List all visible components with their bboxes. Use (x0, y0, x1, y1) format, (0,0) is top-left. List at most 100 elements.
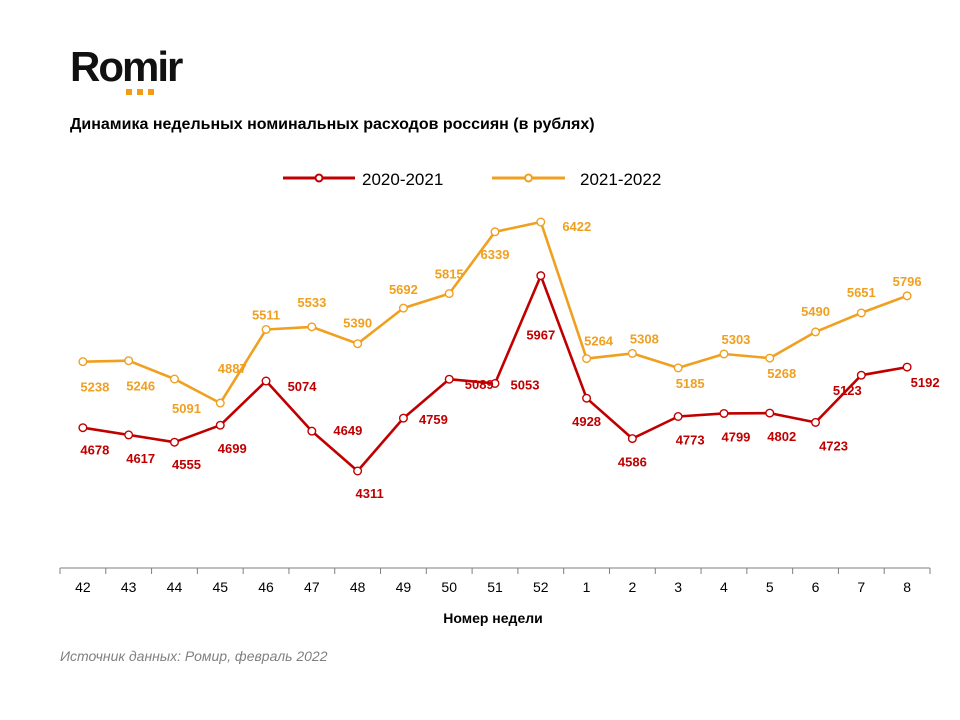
legend-entry: 2021-2022 (492, 170, 661, 189)
legend-label: 2020-2021 (362, 170, 443, 189)
data-point (398, 413, 408, 423)
data-point (902, 291, 912, 301)
data-label-2020-2021: 4699 (218, 441, 247, 456)
data-label-2021-2022: 5264 (584, 334, 614, 349)
x-tick-label: 50 (441, 579, 457, 595)
data-label-2021-2022: 5185 (676, 376, 705, 391)
data-label-2021-2022: 5651 (847, 285, 876, 300)
x-tick-label: 8 (903, 579, 911, 595)
data-point (398, 303, 408, 313)
data-label-2020-2021: 4928 (572, 414, 601, 429)
data-point (811, 327, 821, 337)
data-point (490, 378, 500, 388)
data-label-2020-2021: 4555 (172, 457, 201, 472)
legend-marker (314, 173, 324, 183)
data-point (169, 437, 179, 447)
data-point (902, 362, 912, 372)
data-label-2021-2022: 6339 (481, 247, 510, 262)
data-label-2020-2021: 5123 (833, 383, 862, 398)
x-tick-label: 48 (350, 579, 366, 595)
data-point (215, 398, 225, 408)
data-point (719, 349, 729, 359)
data-point (673, 412, 683, 422)
x-tick-label: 52 (533, 579, 549, 595)
x-tick-label: 43 (121, 579, 137, 595)
data-label-2021-2022: 5238 (80, 380, 109, 395)
data-label-2021-2022: 5815 (435, 267, 464, 282)
legend-label: 2021-2022 (580, 170, 661, 189)
data-label-2021-2022: 5796 (893, 274, 922, 289)
x-tick-label: 49 (396, 579, 412, 595)
data-point (856, 308, 866, 318)
data-point (261, 324, 271, 334)
data-label-2020-2021: 4649 (333, 423, 362, 438)
x-tick-label: 1 (583, 579, 591, 595)
legend-entry: 2020-2021 (283, 170, 443, 189)
data-point (169, 374, 179, 384)
data-label-2021-2022: 5091 (172, 401, 201, 416)
data-label-2021-2022: 5268 (767, 366, 796, 381)
data-label-2020-2021: 4723 (819, 438, 848, 453)
x-tick-label: 3 (674, 579, 682, 595)
data-point (78, 357, 88, 367)
data-label-2021-2022: 4887 (218, 361, 247, 376)
logo-dots (126, 89, 154, 95)
data-label-2020-2021: 4586 (618, 455, 647, 470)
legend-marker (524, 173, 533, 183)
data-label-2020-2021: 5192 (911, 375, 940, 390)
data-point (215, 420, 225, 430)
data-point (307, 426, 317, 436)
data-point (444, 289, 454, 299)
data-point (765, 353, 775, 363)
data-label-2021-2022: 5246 (126, 379, 155, 394)
data-point (582, 393, 592, 403)
data-label-2021-2022: 5308 (630, 331, 659, 346)
x-tick-label: 47 (304, 579, 320, 595)
data-point (124, 430, 134, 440)
data-point (353, 466, 363, 476)
data-labels: 4678 4617 4555 4699 5074 4649 4311 4759 5089 5053… (80, 219, 939, 501)
data-label-2021-2022: 5390 (343, 316, 372, 331)
logo: Romir (70, 43, 183, 90)
x-tick-label: 51 (487, 579, 503, 595)
data-label-2020-2021: 5053 (511, 377, 540, 392)
data-label-2020-2021: 4799 (721, 429, 750, 444)
x-axis: 42 43 44 45 46 47 48 49 50 51 52 1 2 3 4 5 6 7 8 (59, 567, 931, 595)
data-point (536, 217, 546, 227)
x-tick-label: 46 (258, 579, 274, 595)
data-point (627, 434, 637, 444)
source-note: Источник данных: Ромир, февраль 2022 (60, 648, 328, 664)
data-point (856, 370, 866, 380)
data-label-2021-2022: 5303 (721, 332, 750, 347)
chart-title: Динамика недельных номинальных расходов … (70, 116, 595, 133)
data-point (719, 408, 729, 418)
data-point (307, 322, 317, 332)
data-point (811, 417, 821, 427)
series-lines (78, 217, 912, 476)
data-label-2020-2021: 4311 (356, 486, 384, 501)
data-label-2021-2022: 6422 (562, 219, 591, 234)
data-label-2020-2021: 4802 (767, 429, 796, 444)
x-tick-label: 5 (766, 579, 774, 595)
data-label-2021-2022: 5511 (252, 307, 280, 322)
data-point (261, 376, 271, 386)
data-label-2021-2022: 5490 (801, 304, 830, 319)
x-tick-label: 44 (167, 579, 183, 595)
data-point (353, 339, 363, 349)
legend: 2020-2021 2021-2022 (283, 170, 661, 189)
x-tick-label: 4 (720, 579, 728, 595)
data-label-2021-2022: 5533 (297, 295, 326, 310)
x-tick-label: 6 (812, 579, 820, 595)
data-label-2021-2022: 5692 (389, 282, 418, 297)
data-point (582, 354, 592, 364)
x-tick-label: 2 (628, 579, 636, 595)
x-tick-label: 42 (75, 579, 91, 595)
x-tick-label: 7 (857, 579, 865, 595)
data-point (765, 408, 775, 418)
data-label-2020-2021: 4773 (676, 433, 705, 448)
data-label-2020-2021: 5967 (526, 328, 555, 343)
data-point (536, 271, 546, 281)
data-point (78, 423, 88, 433)
data-label-2020-2021: 4759 (419, 412, 448, 427)
